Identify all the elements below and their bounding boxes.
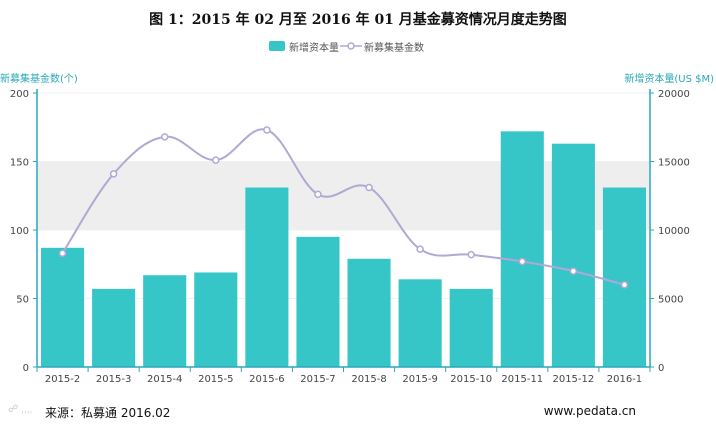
line-point [212, 156, 220, 164]
right-tick-label: 0 [658, 363, 664, 374]
x-tick-label: 2015-11 [501, 374, 543, 385]
bar [296, 236, 340, 367]
legend-bar-label: 新增资本量 [289, 43, 339, 54]
bar [500, 131, 544, 367]
line-point [569, 267, 578, 275]
bar [398, 279, 442, 367]
watermark-logo: ☍ ˌˌˌˌ [8, 404, 33, 415]
x-tick-label: 2015-2 [45, 374, 80, 385]
legend-bar-swatch [269, 41, 285, 51]
x-tick-label: 2015-4 [147, 374, 182, 385]
bar [92, 288, 136, 367]
x-tick-label: 2015-8 [351, 374, 386, 385]
legend-line-label: 新募集基金数 [364, 43, 424, 54]
line-point [365, 183, 373, 192]
bar [551, 143, 595, 367]
right-tick-label: 20000 [658, 89, 690, 100]
x-tick-label: 2015-7 [300, 374, 335, 385]
right-tick-label: 5000 [658, 295, 683, 306]
left-tick-label: 0 [23, 363, 29, 374]
x-tick-label: 2015-5 [198, 374, 233, 385]
line-point [109, 170, 118, 178]
x-tick-label: 2015-10 [450, 374, 492, 385]
left-tick-label: 200 [10, 89, 29, 100]
left-tick-label: 100 [10, 226, 29, 237]
line-point [58, 249, 67, 258]
line-point [518, 257, 527, 266]
line-point [263, 126, 271, 134]
shaded-band [37, 161, 650, 230]
chart-title: 图 1：2015 年 02 月至 2016 年 01 月基金募资情况月度走势图 [149, 12, 567, 28]
legend: 新增资本量 新募集基金数 [0, 38, 716, 54]
legend-line-swatch [340, 42, 362, 50]
site-url: www.pedata.cn [543, 404, 636, 418]
bar [245, 187, 289, 367]
x-tick-label: 2015-3 [96, 374, 131, 385]
bar [143, 275, 187, 367]
bar [347, 258, 391, 367]
x-tick-label: 2016-1 [607, 374, 642, 385]
line-point [314, 190, 322, 199]
right-tick-label: 10000 [658, 226, 690, 237]
line-point [467, 250, 475, 259]
left-tick-label: 150 [10, 158, 29, 169]
x-tick-label: 2015-12 [552, 374, 594, 385]
right-axis-title: 新增资本量(US $M) [624, 74, 714, 85]
source-note: 来源：私募通 2016.02 [45, 406, 171, 420]
bar [194, 272, 238, 367]
x-tick-label: 2015-6 [249, 374, 284, 385]
left-axis-title: 新募集基金数(个) [0, 74, 78, 85]
left-tick-label: 50 [16, 295, 29, 306]
right-tick-label: 15000 [658, 158, 690, 169]
line-point [416, 245, 424, 253]
line-point [620, 281, 629, 289]
chart-plot: 0 50 100 150 200 0 5000 10000 15000 20000 2015-2 20… [10, 89, 690, 385]
bar [449, 288, 493, 367]
line-point [160, 133, 169, 141]
bar [41, 247, 85, 367]
bar [602, 187, 646, 367]
x-tick-label: 2015-9 [402, 374, 437, 385]
